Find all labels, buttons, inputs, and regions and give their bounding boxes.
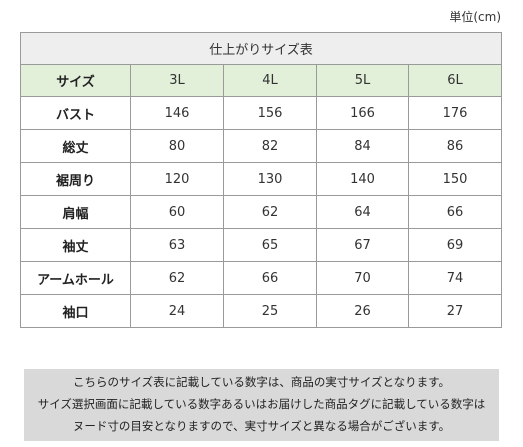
table-cell: 63 [130, 228, 224, 262]
table-cell: 80 [130, 129, 224, 163]
size-header-5l: 5L [316, 64, 409, 97]
row-label-sleeve: 袖丈 [20, 228, 131, 262]
table-cell: 66 [407, 195, 503, 229]
table-cell: 64 [316, 195, 409, 229]
row-label-bust: バスト [20, 96, 131, 130]
table-row: 袖丈 63 65 67 69 [20, 228, 503, 262]
table-cell: 27 [407, 294, 503, 328]
table-cell: 140 [316, 162, 409, 196]
table-header-row: サイズ 3L 4L 5L 6L [20, 64, 503, 97]
table-title: 仕上がりサイズ表 [19, 32, 503, 65]
row-label-length: 総丈 [20, 129, 131, 163]
size-table: 仕上がりサイズ表 サイズ 3L 4L 5L 6L バスト 146 156 166… [19, 32, 503, 328]
table-row: 裾周り 120 130 140 150 [20, 162, 503, 196]
note-line: こちらのサイズ表に記載している数字は、商品の実寸サイズとなります。 [73, 375, 450, 389]
table-cell: 156 [223, 96, 317, 130]
table-cell: 70 [316, 261, 409, 295]
table-cell: 69 [407, 228, 503, 262]
table-cell: 26 [316, 294, 409, 328]
table-cell: 62 [223, 195, 317, 229]
table-cell: 67 [316, 228, 409, 262]
table-cell: 60 [130, 195, 224, 229]
row-label-shoulder: 肩幅 [20, 195, 131, 229]
table-row: 袖口 24 25 26 27 [20, 294, 503, 328]
table-cell: 25 [223, 294, 317, 328]
row-label-armhole: アームホール [20, 261, 131, 295]
table-cell: 84 [316, 129, 409, 163]
table-cell: 24 [130, 294, 224, 328]
row-label-hem: 裾周り [20, 162, 131, 196]
table-row: バスト 146 156 166 176 [20, 96, 503, 130]
table-cell: 82 [223, 129, 317, 163]
table-cell: 130 [223, 162, 317, 196]
table-cell: 146 [130, 96, 224, 130]
measurement-note: こちらのサイズ表に記載している数字は、商品の実寸サイズとなります。 サイズ選択画… [24, 369, 499, 441]
table-row: 肩幅 60 62 64 66 [20, 195, 503, 229]
row-label-cuff: 袖口 [20, 294, 131, 328]
table-cell: 66 [223, 261, 317, 295]
table-cell: 120 [130, 162, 224, 196]
note-line: ヌード寸の目安となりますので、実寸サイズと異なる場合がございます。 [72, 419, 451, 433]
table-row: 総丈 80 82 84 86 [20, 129, 503, 163]
table-title-row: 仕上がりサイズ表 [19, 32, 503, 65]
size-header-4l: 4L [223, 64, 317, 97]
table-cell: 74 [407, 261, 503, 295]
table-cell: 150 [407, 162, 503, 196]
unit-label: 単位(cm) [449, 10, 501, 24]
table-cell: 86 [407, 129, 503, 163]
table-cell: 65 [223, 228, 317, 262]
table-row: アームホール 62 66 70 74 [20, 261, 503, 295]
size-header-3l: 3L [130, 64, 224, 97]
size-header-6l: 6L [407, 64, 503, 97]
table-cell: 166 [316, 96, 409, 130]
table-cell: 176 [407, 96, 503, 130]
table-cell: 62 [130, 261, 224, 295]
note-line: サイズ選択画面に記載している数字あるいはお届けした商品タグに記載している数字は [37, 397, 486, 411]
header-label: サイズ [20, 64, 131, 97]
